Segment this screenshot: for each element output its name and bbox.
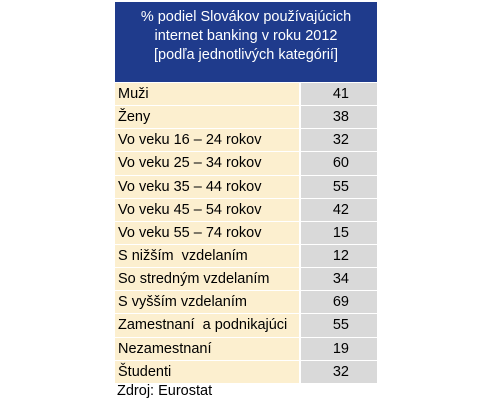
row-label: Vo veku 25 – 34 rokov — [115, 152, 299, 175]
table-row: Vo veku 25 – 34 rokov 60 — [115, 151, 377, 175]
table-row: Nezamestnaní 19 — [115, 336, 377, 360]
table-row: Študenti 32 — [115, 359, 377, 383]
row-value: 32 — [301, 129, 377, 152]
header-line: internet banking v roku 2012 — [154, 28, 338, 44]
table-row: Vo veku 45 – 54 rokov 42 — [115, 197, 377, 221]
row-label: Ženy — [115, 106, 299, 129]
row-label: Vo veku 35 – 44 rokov — [115, 175, 299, 198]
table-row: S nižším vzdelaním 12 — [115, 243, 377, 268]
table-row: S vyšším vzdelaním 69 — [115, 290, 377, 314]
row-value: 15 — [301, 221, 377, 244]
source-note: Zdroj: Eurostat — [117, 383, 213, 399]
row-label: Vo veku 16 – 24 rokov — [115, 129, 299, 152]
row-value: 12 — [301, 244, 377, 268]
row-value: 55 — [301, 175, 377, 198]
table-header: % podiel Slovákov používajúcich internet … — [115, 2, 377, 82]
row-label: Vo veku 45 – 54 rokov — [115, 198, 299, 221]
table-row: Vo veku 35 – 44 rokov 55 — [115, 174, 377, 198]
row-value: 38 — [301, 106, 377, 129]
row-value: 55 — [301, 314, 377, 337]
row-value: 32 — [301, 360, 377, 383]
table: % podiel Slovákov používajúcich internet … — [115, 2, 377, 383]
row-label: So stredným vzdelaním — [115, 268, 299, 291]
row-label: Zamestnaní a podnikajúci — [115, 314, 299, 337]
table-row: Ženy 38 — [115, 105, 377, 129]
row-label: Muži — [115, 83, 299, 106]
table-row: Zamestnaní a podnikajúci 55 — [115, 313, 377, 337]
header-line: [podľa jednotlivých kategórií] — [154, 47, 338, 63]
row-value: 69 — [301, 291, 377, 314]
table-body: Muži 41 Ženy 38 Vo veku 16 – 24 rokov 32 Vo ve… — [115, 82, 377, 383]
row-label: S vyšším vzdelaním — [115, 291, 299, 314]
row-label: S nižším vzdelaním — [115, 244, 299, 268]
table-row: Vo veku 55 – 74 rokov 15 — [115, 220, 377, 244]
table-row: Vo veku 16 – 24 rokov 32 — [115, 128, 377, 152]
row-value: 34 — [301, 268, 377, 291]
table-row: So stredným vzdelaním 34 — [115, 267, 377, 291]
table-row: Muži 41 — [115, 82, 377, 106]
header-line: % podiel Slovákov používajúcich — [140, 9, 352, 25]
row-label: Študenti — [115, 360, 299, 383]
row-label: Nezamestnaní — [115, 337, 299, 360]
row-value: 60 — [301, 152, 377, 175]
row-value: 41 — [301, 83, 377, 106]
row-value: 42 — [301, 198, 377, 221]
row-label: Vo veku 55 – 74 rokov — [115, 221, 299, 244]
row-value: 19 — [301, 337, 377, 360]
